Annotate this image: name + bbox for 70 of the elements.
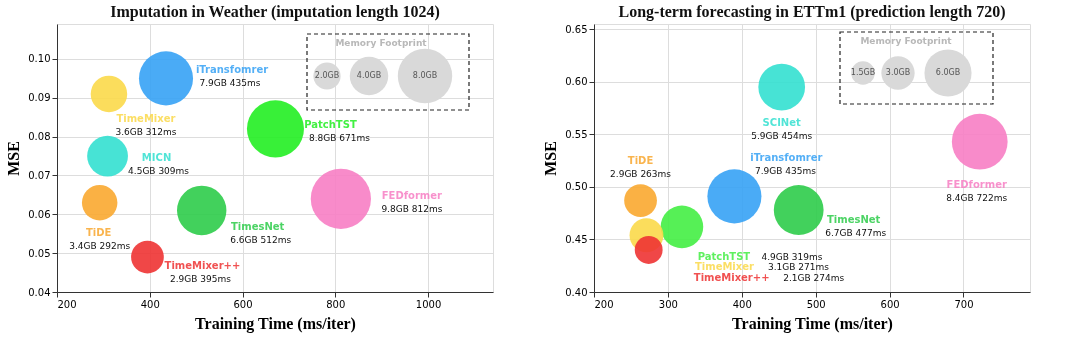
series-label: PatchTST bbox=[697, 250, 751, 262]
series-label: SCINet bbox=[762, 117, 802, 129]
x-tick-label: 300 bbox=[658, 298, 678, 310]
annotation: 7.9GB 435ms bbox=[754, 166, 817, 177]
y-tick-label: 0.55 bbox=[565, 128, 588, 140]
annotation: 2.1GB 274ms bbox=[783, 272, 845, 283]
series-label: FEDformer bbox=[946, 178, 1007, 190]
series-label: iTransfomrer bbox=[195, 64, 269, 76]
x-tick-label: 600 bbox=[233, 298, 253, 310]
annotation: 2.9GB 395ms bbox=[169, 274, 232, 285]
x-axis-title: Training Time (ms/iter) bbox=[195, 314, 356, 333]
series-label: TimeMixer bbox=[116, 112, 176, 124]
annotation: 8.8GB 671ms bbox=[308, 132, 371, 143]
y-tick-label: 0.09 bbox=[28, 92, 51, 104]
y-tick-label: 0.04 bbox=[28, 286, 51, 298]
series-label: MICN bbox=[141, 152, 172, 164]
chart-title: Imputation in Weather (imputation length 1024) bbox=[110, 3, 440, 21]
legend-label: 8.0GB bbox=[412, 71, 438, 80]
annotation: 3.4GB 292ms bbox=[69, 240, 131, 251]
legend-label: 6.0GB bbox=[935, 68, 961, 77]
annotation: 6.7GB 477ms bbox=[825, 228, 887, 239]
annotation: 7.9GB 435ms bbox=[199, 78, 261, 89]
annotation: 9.8GB 812ms bbox=[381, 203, 443, 214]
chart-title: Long-term forecasting in ETTm1 (prediction length 720) bbox=[618, 3, 1006, 21]
y-tick-label: 0.07 bbox=[28, 169, 51, 181]
y-tick-label: 0.45 bbox=[565, 233, 588, 245]
x-tick-label: 400 bbox=[732, 298, 752, 310]
x-tick-label: 500 bbox=[806, 298, 826, 310]
y-tick-label: 0.50 bbox=[565, 181, 588, 193]
x-tick-label: 200 bbox=[594, 298, 614, 310]
series-label: iTransfomrer bbox=[750, 152, 823, 164]
series-label: TimesNet bbox=[231, 221, 285, 233]
text: TimeMixer++ bbox=[693, 271, 770, 283]
y-tick-label: 0.06 bbox=[28, 208, 51, 220]
annotation: 3.6GB 312ms bbox=[115, 126, 177, 137]
x-tick-label: 600 bbox=[880, 298, 900, 310]
series-label: PatchTST bbox=[304, 118, 357, 130]
annotation: 4.5GB 309ms bbox=[128, 166, 190, 177]
x-tick-label: 400 bbox=[140, 298, 160, 310]
x-tick-label: 200 bbox=[57, 298, 77, 310]
text: TiDE bbox=[627, 154, 654, 166]
y-axis-title: MSE bbox=[542, 141, 560, 176]
y-tick-label: 0.05 bbox=[28, 247, 51, 259]
legend-label: 2.0GB bbox=[314, 71, 340, 80]
y-tick-label: 0.65 bbox=[565, 23, 588, 35]
series-label: TimeMixer++ bbox=[164, 260, 241, 272]
annotation: 6.6GB 512ms bbox=[230, 235, 292, 246]
x-tick-label: 1000 bbox=[415, 298, 442, 310]
x-tick-label: 800 bbox=[326, 298, 346, 310]
annotation: 3.1GB 271ms bbox=[767, 262, 830, 273]
x-axis-title: Training Time (ms/iter) bbox=[732, 314, 893, 333]
y-tick-label: 0.60 bbox=[565, 76, 588, 88]
y-tick-label: 0.08 bbox=[28, 131, 51, 143]
legend-label: 3.0GB bbox=[885, 68, 911, 77]
legend-title: Memory Footprint bbox=[860, 36, 953, 46]
legend-title: Memory Footprint bbox=[335, 38, 428, 48]
y-tick-label: 0.40 bbox=[565, 286, 588, 298]
annotation: 2.9GB 263ms bbox=[610, 168, 672, 179]
series-label: FEDformer bbox=[381, 189, 443, 201]
legend-label: 4.0GB bbox=[356, 71, 382, 80]
series-label: TiDE bbox=[85, 226, 112, 238]
legend-label: 1.5GB bbox=[850, 68, 876, 77]
annotation: 4.9GB 319ms bbox=[761, 251, 823, 262]
text: TimeMixer bbox=[694, 261, 755, 273]
annotation: 5.9GB 454ms bbox=[751, 131, 813, 142]
x-tick-label: 700 bbox=[954, 298, 974, 310]
series-label: TimesNet bbox=[827, 214, 881, 226]
y-tick-label: 0.10 bbox=[28, 53, 51, 65]
annotation: 8.4GB 722ms bbox=[946, 192, 1008, 203]
y-axis-title: MSE bbox=[5, 141, 23, 176]
